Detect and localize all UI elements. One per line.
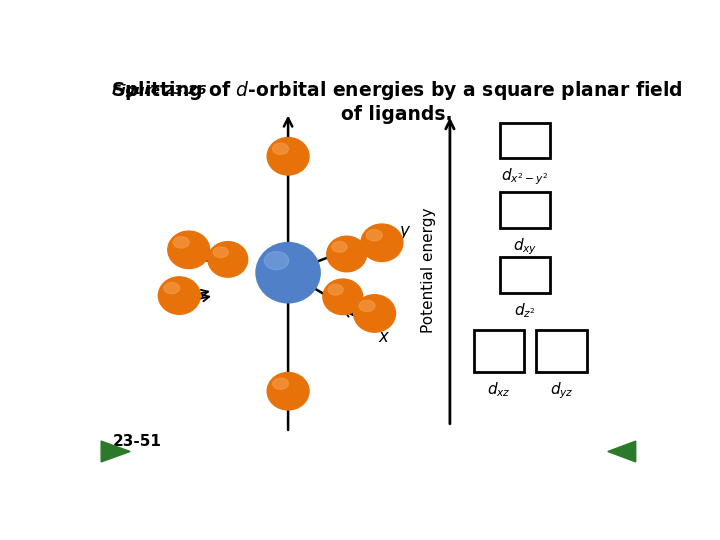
Ellipse shape (328, 285, 343, 295)
Text: x: x (379, 328, 388, 346)
Text: $d_{xz}$: $d_{xz}$ (487, 380, 511, 399)
Ellipse shape (273, 378, 289, 389)
Ellipse shape (354, 295, 395, 332)
Text: $d_{yz}$: $d_{yz}$ (549, 380, 573, 401)
Ellipse shape (158, 277, 200, 314)
Ellipse shape (163, 282, 180, 294)
Ellipse shape (213, 247, 228, 258)
Ellipse shape (327, 236, 366, 272)
Ellipse shape (256, 242, 320, 303)
Ellipse shape (273, 143, 289, 154)
Ellipse shape (208, 241, 248, 277)
Ellipse shape (361, 224, 402, 261)
Ellipse shape (332, 241, 347, 252)
Polygon shape (608, 441, 636, 462)
Ellipse shape (359, 300, 375, 312)
Text: y: y (400, 222, 410, 240)
Ellipse shape (168, 231, 210, 268)
Ellipse shape (264, 252, 289, 269)
Text: Figure 23.26: Figure 23.26 (112, 84, 207, 97)
Text: 23-51: 23-51 (112, 434, 161, 449)
Bar (500, 258, 550, 293)
Text: $d_{z^2}$: $d_{z^2}$ (514, 301, 536, 320)
Ellipse shape (267, 373, 309, 410)
Ellipse shape (174, 237, 189, 248)
Ellipse shape (267, 138, 309, 175)
Ellipse shape (323, 279, 363, 315)
Text: Splitting of $\mathit{d}$-orbital energies by a square planar field
of ligands.: Splitting of $\mathit{d}$-orbital energi… (111, 79, 683, 124)
Text: $d_{x^2-y^2}$: $d_{x^2-y^2}$ (502, 167, 549, 187)
Text: $d_{xy}$: $d_{xy}$ (513, 236, 537, 256)
Ellipse shape (366, 230, 382, 241)
Bar (536, 330, 587, 372)
Bar (500, 123, 550, 158)
Bar (500, 192, 550, 228)
Polygon shape (101, 441, 130, 462)
Bar (474, 330, 524, 372)
Text: Potential energy: Potential energy (421, 208, 436, 333)
